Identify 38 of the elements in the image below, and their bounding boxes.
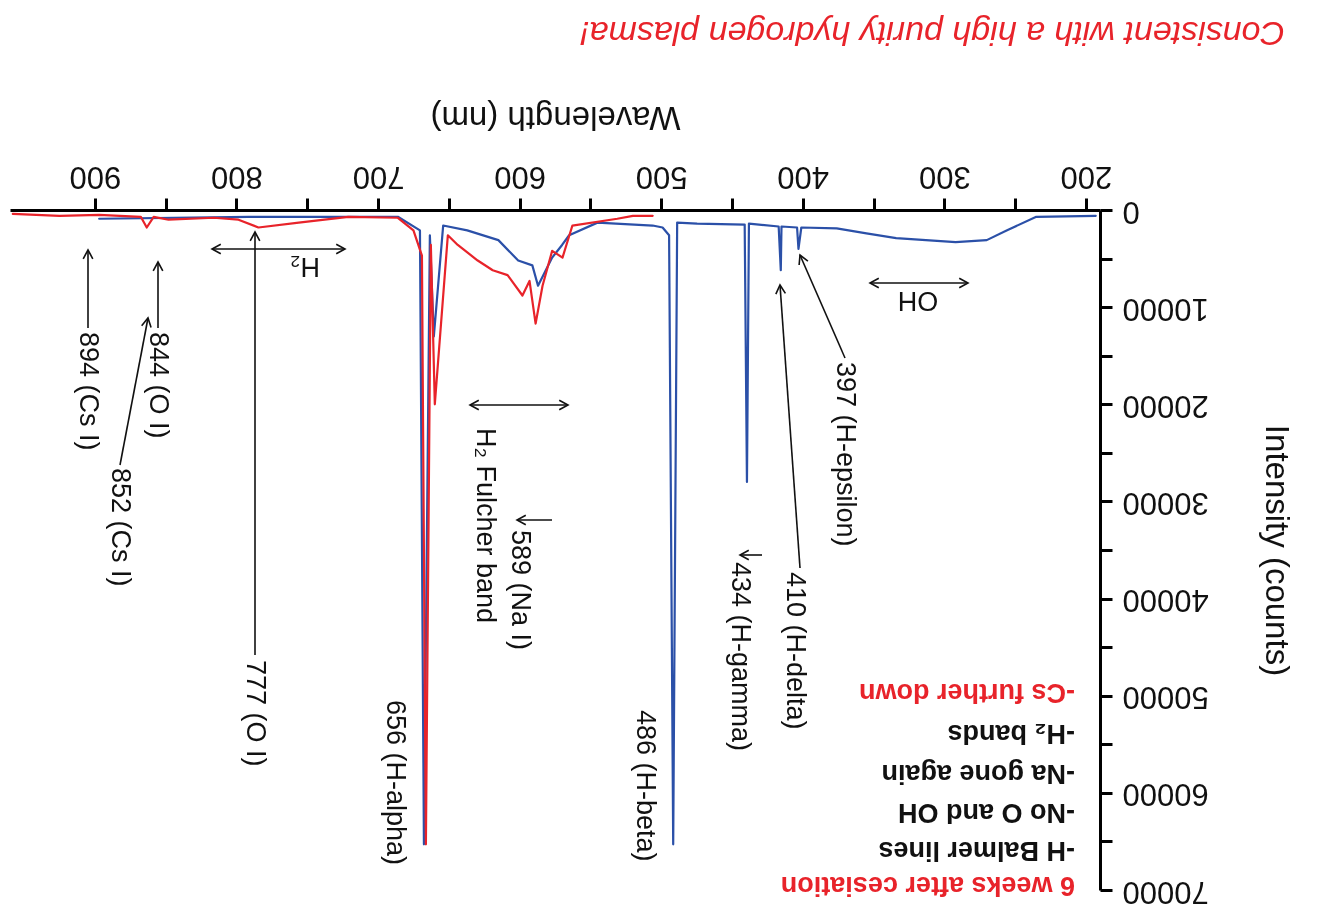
y-tick-label: 40000 <box>1122 583 1209 619</box>
x-tick-label: 800 <box>211 159 263 195</box>
x-tick-label: 500 <box>635 159 688 195</box>
annotation: 894 (Cs I) <box>74 332 104 451</box>
y-tick-label: 0 <box>1122 194 1140 230</box>
annotation: 410 (H-delta) <box>781 572 811 730</box>
annotation: 589 (Na I) <box>506 530 536 651</box>
annotation: H₂ Fulcher band <box>471 428 501 624</box>
annotation: 656 (H-alpha) <box>381 700 411 866</box>
annotation: -Cs further down <box>859 678 1075 708</box>
x-axis-title: Wavelength (nm) <box>430 99 681 137</box>
y-tick-label: 50000 <box>1122 680 1209 716</box>
annotation: 434 (H-gamma) <box>726 562 756 752</box>
x-tick-label: 600 <box>494 159 546 195</box>
x-tick-label: 400 <box>777 159 830 195</box>
x-tick-label: 300 <box>918 159 971 195</box>
annotation: 777 (O I) <box>241 660 271 767</box>
annotation: H₂ <box>290 252 320 282</box>
annotation: -No O and OH <box>898 798 1075 828</box>
annotation: 844 (O I) <box>144 332 174 439</box>
annotation: -H Balmer lines <box>878 836 1075 866</box>
annotation: 852 (Cs I) <box>106 468 136 587</box>
annotation: 397 (H-epsilon) <box>831 362 861 547</box>
y-tick-label: 60000 <box>1122 777 1209 813</box>
annotation: -H₂ bands <box>947 719 1075 749</box>
x-tick-label: 900 <box>69 159 122 195</box>
y-axis-title: Intensity (counts) <box>1258 424 1296 677</box>
y-tick-label: 30000 <box>1122 485 1209 521</box>
chart-title: Consistent with a high purity hydrogen plasma! <box>579 15 1285 53</box>
y-tick-label: 10000 <box>1122 291 1209 327</box>
annotation: 486 (H-beta) <box>631 710 661 862</box>
x-tick-label: 200 <box>1060 159 1113 195</box>
y-tick-label: 70000 <box>1122 874 1209 910</box>
y-tick-label: 20000 <box>1122 388 1209 424</box>
annotation: -Na gone again <box>881 759 1075 789</box>
x-tick-label: 700 <box>352 159 405 195</box>
annotation: OH <box>897 286 939 316</box>
annotation: 6 weeks after cesiation <box>780 871 1075 901</box>
